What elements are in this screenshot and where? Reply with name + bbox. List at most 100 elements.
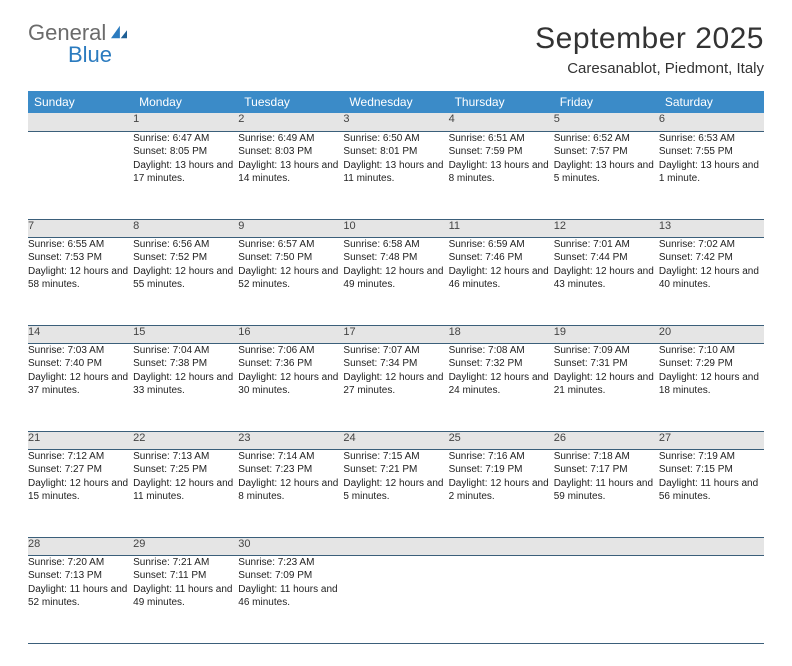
sunrise-text: Sunrise: 7:04 AM [133, 344, 238, 358]
sunrise-text: Sunrise: 7:06 AM [238, 344, 343, 358]
sunset-text: Sunset: 7:09 PM [238, 569, 343, 583]
sunrise-text: Sunrise: 7:12 AM [28, 450, 133, 464]
daylight-text: Daylight: 12 hours and 11 minutes. [133, 477, 238, 504]
content-row: Sunrise: 7:12 AMSunset: 7:27 PMDaylight:… [28, 449, 764, 537]
day-number: 22 [133, 431, 238, 449]
sunset-text: Sunset: 8:01 PM [343, 145, 448, 159]
sunset-text: Sunset: 7:57 PM [554, 145, 659, 159]
day-number: 13 [659, 219, 764, 237]
day-number: 18 [449, 325, 554, 343]
day-cell [449, 555, 554, 643]
sunset-text: Sunset: 7:21 PM [343, 463, 448, 477]
logo-sail-icon [109, 24, 129, 44]
day-cell: Sunrise: 7:01 AMSunset: 7:44 PMDaylight:… [554, 237, 659, 325]
day-number [28, 113, 133, 131]
sunrise-text: Sunrise: 7:19 AM [659, 450, 764, 464]
sunrise-text: Sunrise: 7:03 AM [28, 344, 133, 358]
sunrise-text: Sunrise: 6:51 AM [449, 132, 554, 146]
sunrise-text: Sunrise: 7:18 AM [554, 450, 659, 464]
day-cell: Sunrise: 6:56 AMSunset: 7:52 PMDaylight:… [133, 237, 238, 325]
sunset-text: Sunset: 7:27 PM [28, 463, 133, 477]
sunset-text: Sunset: 7:19 PM [449, 463, 554, 477]
day-number: 19 [554, 325, 659, 343]
daylight-text: Daylight: 12 hours and 24 minutes. [449, 371, 554, 398]
daylight-text: Daylight: 11 hours and 52 minutes. [28, 583, 133, 610]
day-cell [343, 555, 448, 643]
daylight-text: Daylight: 11 hours and 49 minutes. [133, 583, 238, 610]
logo: GeneralBlue [28, 22, 129, 66]
day-cell [28, 131, 133, 219]
day-cell: Sunrise: 7:12 AMSunset: 7:27 PMDaylight:… [28, 449, 133, 537]
day-cell: Sunrise: 6:53 AMSunset: 7:55 PMDaylight:… [659, 131, 764, 219]
daylight-text: Daylight: 12 hours and 43 minutes. [554, 265, 659, 292]
daylight-text: Daylight: 13 hours and 17 minutes. [133, 159, 238, 186]
dayhead-friday: Friday [554, 91, 659, 113]
calendar-table: Sunday Monday Tuesday Wednesday Thursday… [28, 91, 764, 644]
dayhead-sunday: Sunday [28, 91, 133, 113]
daylight-text: Daylight: 12 hours and 2 minutes. [449, 477, 554, 504]
sunrise-text: Sunrise: 7:16 AM [449, 450, 554, 464]
day-cell: Sunrise: 7:19 AMSunset: 7:15 PMDaylight:… [659, 449, 764, 537]
sunrise-text: Sunrise: 7:13 AM [133, 450, 238, 464]
sunset-text: Sunset: 7:25 PM [133, 463, 238, 477]
dayhead-tuesday: Tuesday [238, 91, 343, 113]
day-cell: Sunrise: 6:51 AMSunset: 7:59 PMDaylight:… [449, 131, 554, 219]
sunrise-text: Sunrise: 6:57 AM [238, 238, 343, 252]
content-row: Sunrise: 6:55 AMSunset: 7:53 PMDaylight:… [28, 237, 764, 325]
day-cell [554, 555, 659, 643]
day-cell: Sunrise: 7:04 AMSunset: 7:38 PMDaylight:… [133, 343, 238, 431]
daylight-text: Daylight: 11 hours and 46 minutes. [238, 583, 343, 610]
sunset-text: Sunset: 7:32 PM [449, 357, 554, 371]
sunset-text: Sunset: 8:03 PM [238, 145, 343, 159]
sunset-text: Sunset: 7:53 PM [28, 251, 133, 265]
day-number: 8 [133, 219, 238, 237]
day-cell: Sunrise: 6:55 AMSunset: 7:53 PMDaylight:… [28, 237, 133, 325]
daylight-text: Daylight: 11 hours and 56 minutes. [659, 477, 764, 504]
daylight-text: Daylight: 12 hours and 30 minutes. [238, 371, 343, 398]
day-cell: Sunrise: 6:47 AMSunset: 8:05 PMDaylight:… [133, 131, 238, 219]
day-number: 26 [554, 431, 659, 449]
daylight-text: Daylight: 13 hours and 11 minutes. [343, 159, 448, 186]
day-number: 11 [449, 219, 554, 237]
sunset-text: Sunset: 7:15 PM [659, 463, 764, 477]
day-cell: Sunrise: 7:14 AMSunset: 7:23 PMDaylight:… [238, 449, 343, 537]
sunrise-text: Sunrise: 7:10 AM [659, 344, 764, 358]
daynum-row: 123456 [28, 113, 764, 131]
day-cell: Sunrise: 7:16 AMSunset: 7:19 PMDaylight:… [449, 449, 554, 537]
daylight-text: Daylight: 13 hours and 8 minutes. [449, 159, 554, 186]
daylight-text: Daylight: 12 hours and 5 minutes. [343, 477, 448, 504]
daylight-text: Daylight: 12 hours and 52 minutes. [238, 265, 343, 292]
day-number: 10 [343, 219, 448, 237]
sunset-text: Sunset: 7:11 PM [133, 569, 238, 583]
day-number: 2 [238, 113, 343, 131]
daynum-row: 14151617181920 [28, 325, 764, 343]
day-cell: Sunrise: 7:08 AMSunset: 7:32 PMDaylight:… [449, 343, 554, 431]
month-title: September 2025 [535, 22, 764, 56]
daylight-text: Daylight: 12 hours and 15 minutes. [28, 477, 133, 504]
day-cell: Sunrise: 7:09 AMSunset: 7:31 PMDaylight:… [554, 343, 659, 431]
sunset-text: Sunset: 7:44 PM [554, 251, 659, 265]
daylight-text: Daylight: 12 hours and 33 minutes. [133, 371, 238, 398]
page-header: GeneralBlue September 2025 Caresanablot,… [28, 22, 764, 77]
content-row: Sunrise: 7:20 AMSunset: 7:13 PMDaylight:… [28, 555, 764, 643]
day-cell: Sunrise: 7:07 AMSunset: 7:34 PMDaylight:… [343, 343, 448, 431]
daylight-text: Daylight: 12 hours and 55 minutes. [133, 265, 238, 292]
daylight-text: Daylight: 12 hours and 40 minutes. [659, 265, 764, 292]
sunrise-text: Sunrise: 7:07 AM [343, 344, 448, 358]
sunset-text: Sunset: 7:29 PM [659, 357, 764, 371]
day-number [554, 537, 659, 555]
day-number: 6 [659, 113, 764, 131]
daylight-text: Daylight: 12 hours and 27 minutes. [343, 371, 448, 398]
day-cell: Sunrise: 6:59 AMSunset: 7:46 PMDaylight:… [449, 237, 554, 325]
sunrise-text: Sunrise: 6:55 AM [28, 238, 133, 252]
day-cell: Sunrise: 6:52 AMSunset: 7:57 PMDaylight:… [554, 131, 659, 219]
sunrise-text: Sunrise: 7:09 AM [554, 344, 659, 358]
sunrise-text: Sunrise: 6:53 AM [659, 132, 764, 146]
day-number: 1 [133, 113, 238, 131]
day-number: 25 [449, 431, 554, 449]
day-cell: Sunrise: 7:10 AMSunset: 7:29 PMDaylight:… [659, 343, 764, 431]
day-number [449, 537, 554, 555]
sunset-text: Sunset: 7:55 PM [659, 145, 764, 159]
day-number: 16 [238, 325, 343, 343]
location-label: Caresanablot, Piedmont, Italy [535, 60, 764, 77]
